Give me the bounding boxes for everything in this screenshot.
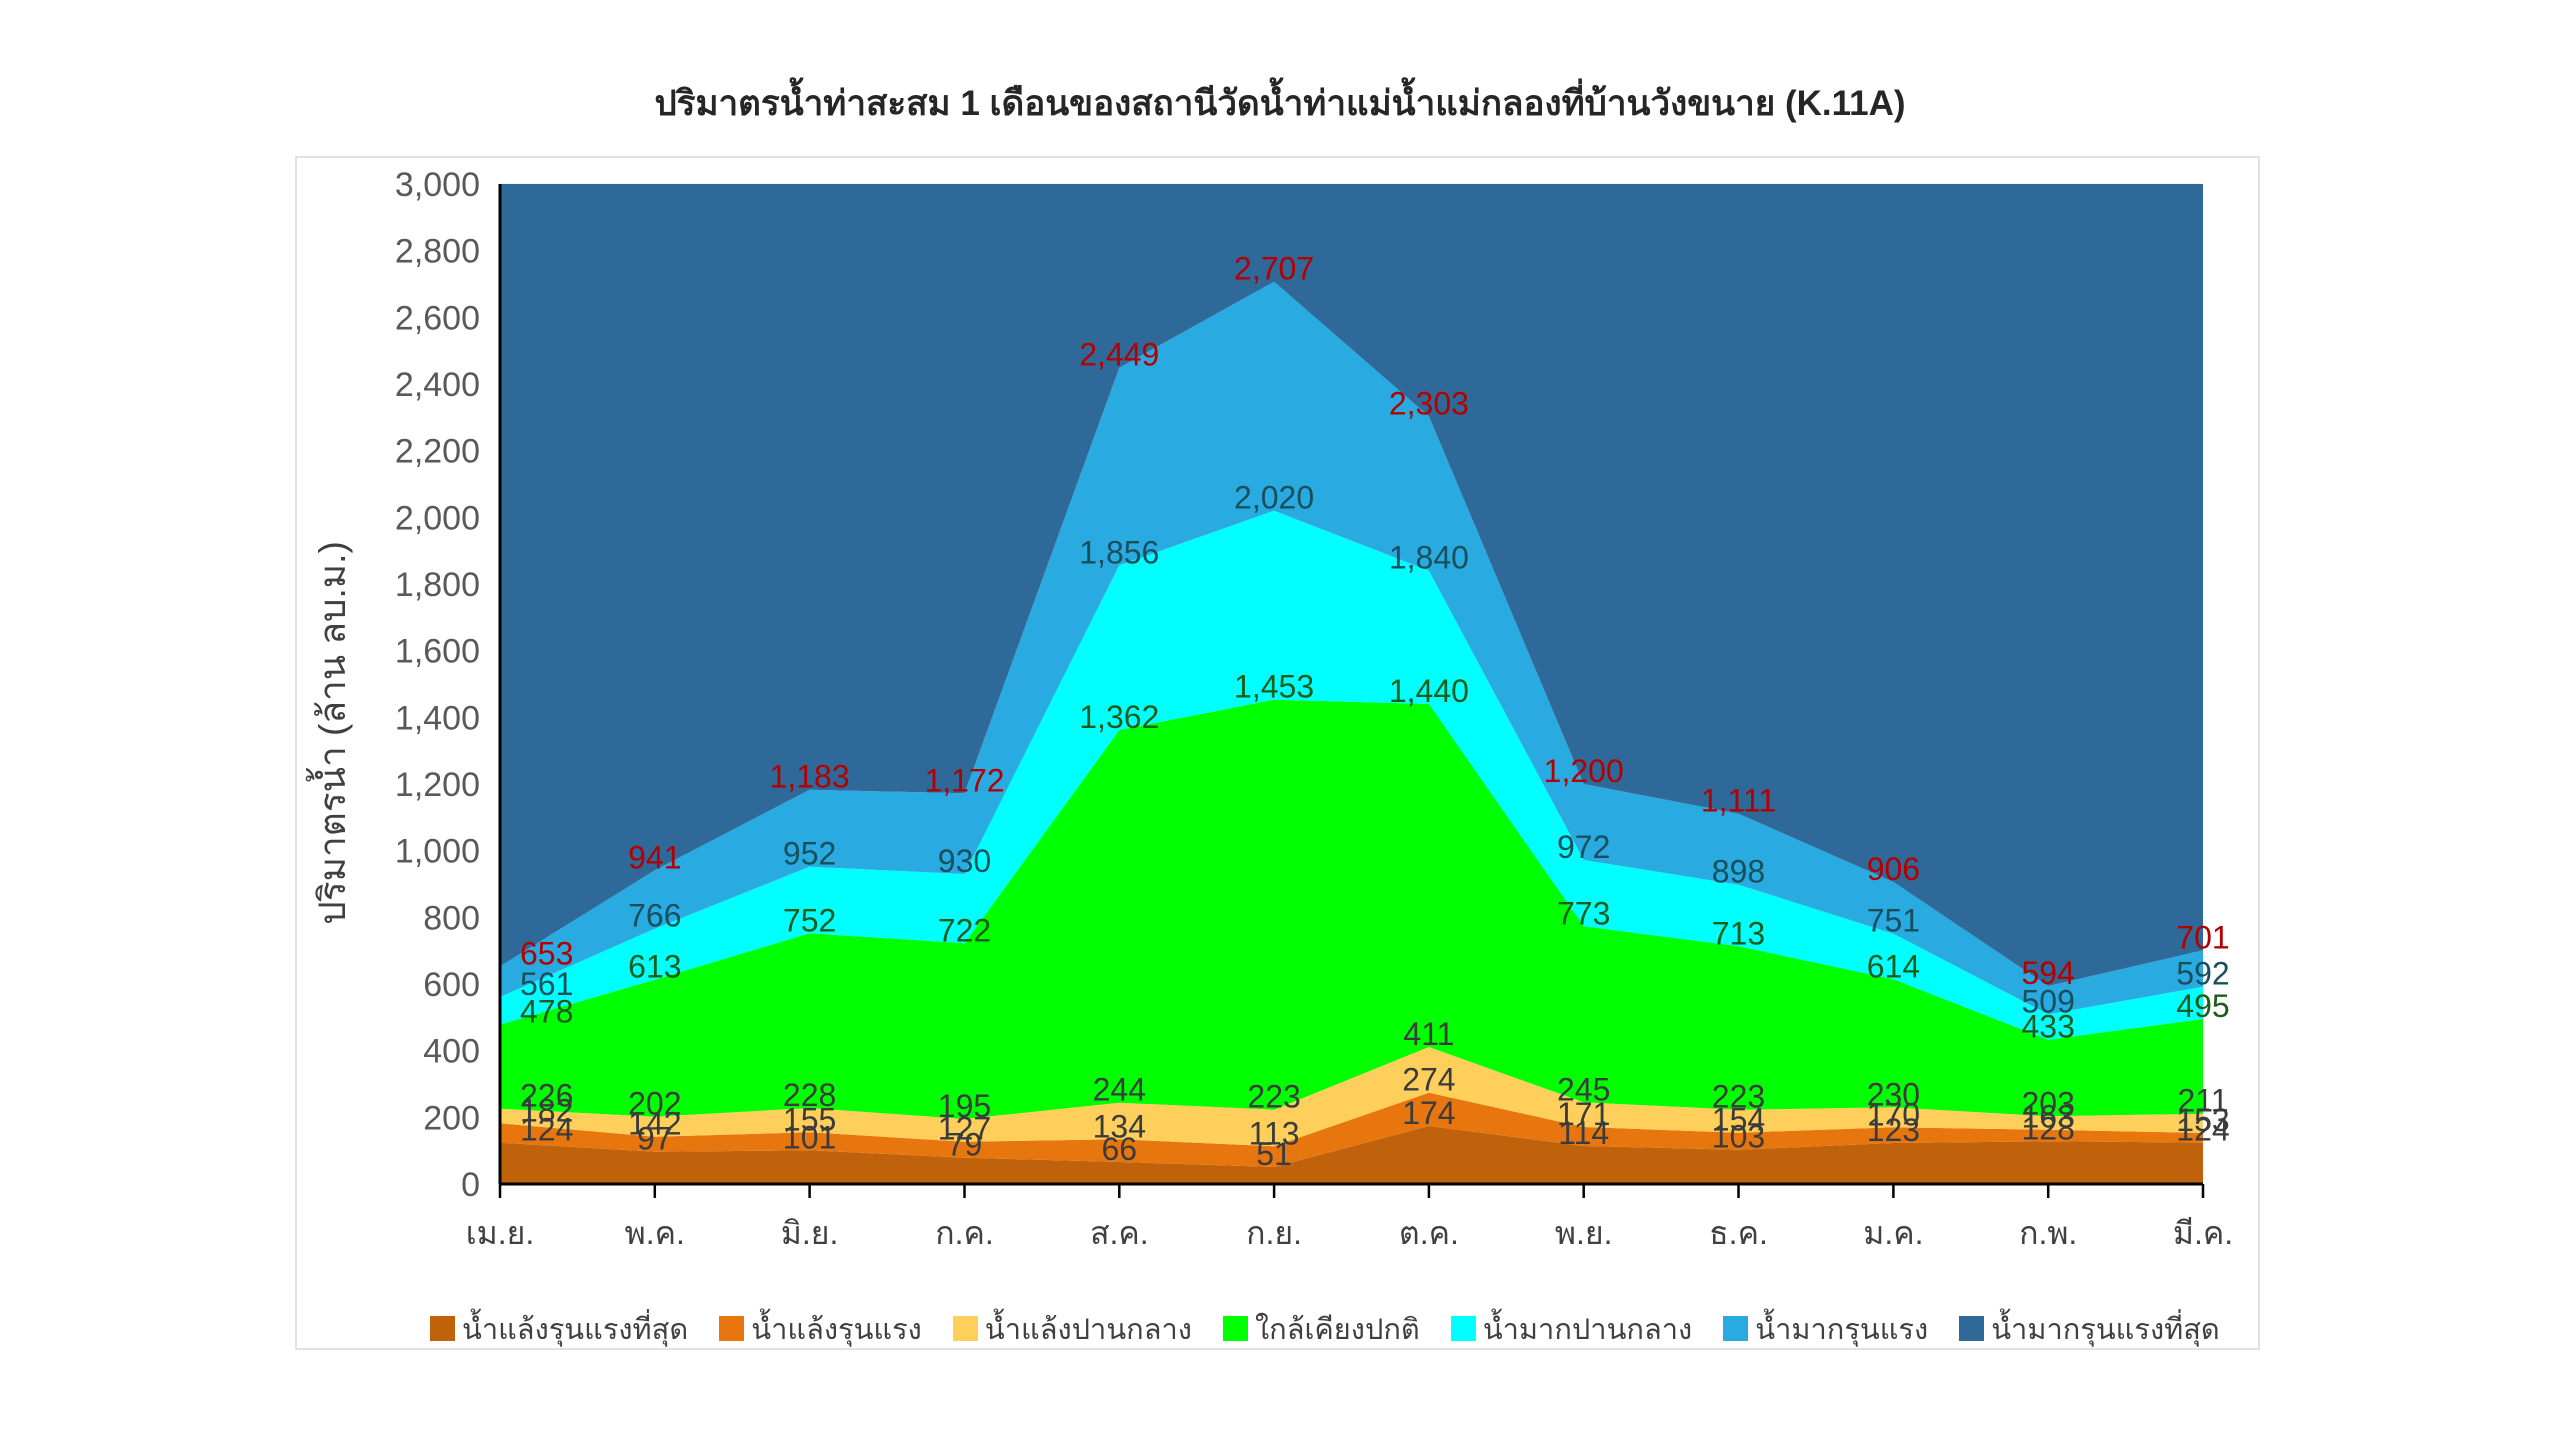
svg-text:ก.พ.: ก.พ. xyxy=(2019,1215,2077,1251)
svg-text:1,856: 1,856 xyxy=(1079,534,1159,570)
svg-text:ม.ค.: ม.ค. xyxy=(1863,1215,1923,1251)
svg-text:223: 223 xyxy=(1247,1079,1300,1115)
svg-text:600: 600 xyxy=(423,966,480,1004)
svg-text:1,440: 1,440 xyxy=(1389,673,1469,709)
svg-text:ก.ย.: ก.ย. xyxy=(1246,1215,1302,1251)
svg-text:2,020: 2,020 xyxy=(1234,480,1314,516)
svg-text:274: 274 xyxy=(1402,1062,1455,1098)
svg-text:906: 906 xyxy=(1867,851,1920,887)
svg-text:211: 211 xyxy=(2177,1083,2228,1119)
svg-text:2,200: 2,200 xyxy=(395,433,480,471)
svg-text:228: 228 xyxy=(783,1077,836,1113)
svg-text:174: 174 xyxy=(1402,1095,1455,1131)
svg-text:773: 773 xyxy=(1557,895,1610,931)
svg-text:613: 613 xyxy=(628,949,681,985)
svg-text:3,000: 3,000 xyxy=(395,166,480,204)
svg-text:752: 752 xyxy=(783,902,836,938)
svg-text:1,600: 1,600 xyxy=(395,633,480,671)
svg-text:พ.ย.: พ.ย. xyxy=(1555,1215,1613,1251)
svg-text:952: 952 xyxy=(783,836,836,872)
svg-text:800: 800 xyxy=(423,899,480,937)
svg-text:898: 898 xyxy=(1712,854,1765,890)
svg-text:134: 134 xyxy=(1093,1108,1146,1144)
svg-text:ก.ค.: ก.ค. xyxy=(935,1215,994,1251)
svg-text:653: 653 xyxy=(520,935,573,971)
svg-text:1,172: 1,172 xyxy=(924,762,1004,798)
svg-text:751: 751 xyxy=(1867,903,1920,939)
svg-text:2,303: 2,303 xyxy=(1389,385,1469,421)
svg-text:495: 495 xyxy=(2176,988,2229,1024)
svg-text:400: 400 xyxy=(423,1033,480,1071)
svg-text:ธ.ค.: ธ.ค. xyxy=(1709,1215,1768,1251)
svg-text:230: 230 xyxy=(1867,1076,1920,1112)
svg-text:2,800: 2,800 xyxy=(395,233,480,271)
svg-text:ต.ค.: ต.ค. xyxy=(1399,1215,1459,1251)
svg-text:561: 561 xyxy=(520,966,573,1002)
svg-text:972: 972 xyxy=(1557,829,1610,865)
svg-text:0: 0 xyxy=(461,1166,480,1204)
svg-text:226: 226 xyxy=(520,1078,573,1114)
svg-text:1,400: 1,400 xyxy=(395,699,480,737)
svg-text:พ.ค.: พ.ค. xyxy=(625,1215,685,1251)
svg-text:594: 594 xyxy=(2022,955,2075,991)
svg-text:614: 614 xyxy=(1867,948,1920,984)
svg-text:1,453: 1,453 xyxy=(1234,669,1314,705)
svg-text:ปริมาตรน้ำท่าสะสม 1 เดือนของส: ปริมาตรน้ำท่าสะสม 1 เดือนของสถานีวัดน้ำท… xyxy=(654,77,1905,123)
svg-text:2,449: 2,449 xyxy=(1079,337,1159,373)
svg-text:930: 930 xyxy=(938,843,991,879)
svg-text:1,111: 1,111 xyxy=(1701,783,1776,819)
svg-text:1,200: 1,200 xyxy=(1544,753,1624,789)
svg-text:203: 203 xyxy=(2022,1085,2075,1121)
svg-text:701: 701 xyxy=(2176,919,2229,955)
svg-text:1,183: 1,183 xyxy=(770,759,850,795)
svg-text:1,800: 1,800 xyxy=(395,566,480,604)
svg-text:244: 244 xyxy=(1093,1072,1146,1108)
svg-text:113: 113 xyxy=(1249,1115,1300,1151)
svg-text:722: 722 xyxy=(938,912,991,948)
svg-text:2,400: 2,400 xyxy=(395,366,480,404)
svg-text:ปริมาตรน้ำ (ล้าน ลบ.ม.): ปริมาตรน้ำ (ล้าน ลบ.ม.) xyxy=(305,541,353,925)
svg-text:มิ.ย.: มิ.ย. xyxy=(781,1215,839,1251)
svg-text:2,600: 2,600 xyxy=(395,299,480,337)
svg-text:245: 245 xyxy=(1557,1071,1610,1107)
svg-text:1,362: 1,362 xyxy=(1079,699,1159,735)
svg-text:1,840: 1,840 xyxy=(1389,540,1469,576)
svg-text:เม.ย.: เม.ย. xyxy=(466,1215,535,1251)
svg-text:202: 202 xyxy=(628,1086,681,1122)
svg-text:941: 941 xyxy=(628,839,681,875)
svg-text:766: 766 xyxy=(628,898,681,934)
svg-text:223: 223 xyxy=(1712,1079,1765,1115)
svg-text:200: 200 xyxy=(423,1099,480,1137)
svg-text:1,000: 1,000 xyxy=(395,833,480,871)
svg-text:411: 411 xyxy=(1403,1016,1454,1052)
svg-text:195: 195 xyxy=(938,1088,991,1124)
svg-text:2,707: 2,707 xyxy=(1234,251,1314,287)
svg-text:ส.ค.: ส.ค. xyxy=(1090,1215,1149,1251)
svg-text:2,000: 2,000 xyxy=(395,499,480,537)
svg-text:592: 592 xyxy=(2176,956,2229,992)
svg-text:1,200: 1,200 xyxy=(395,766,480,804)
svg-text:713: 713 xyxy=(1712,915,1765,951)
svg-text:มี.ค.: มี.ค. xyxy=(2173,1215,2233,1251)
